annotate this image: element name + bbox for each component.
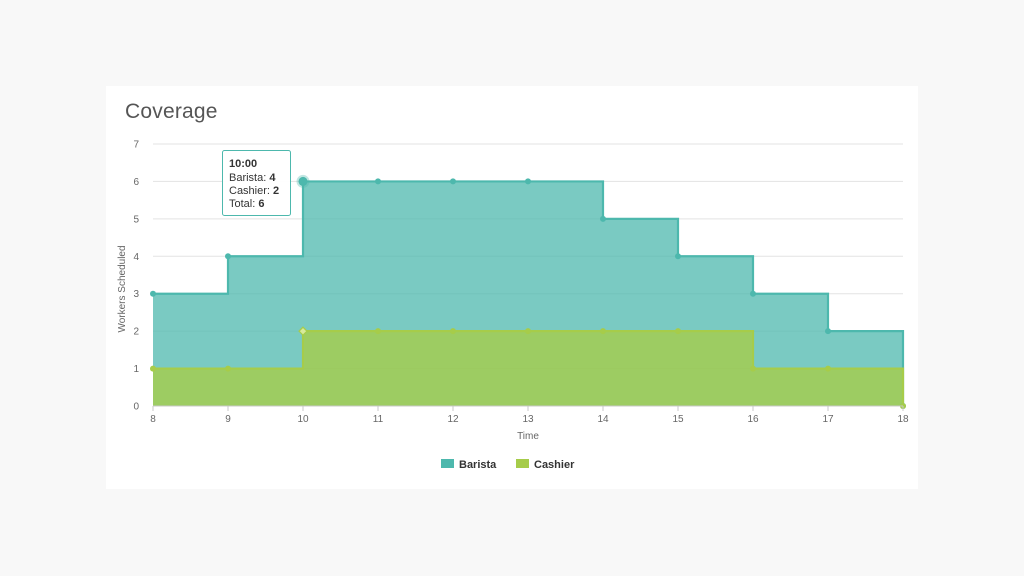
barista-point[interactable] bbox=[825, 328, 831, 335]
cashier-point[interactable] bbox=[675, 328, 681, 335]
y-tick-label: 4 bbox=[133, 252, 139, 263]
cashier-point[interactable] bbox=[600, 328, 606, 335]
tooltip-row-value: 6 bbox=[258, 198, 264, 210]
barista-point[interactable] bbox=[675, 253, 681, 260]
tooltip-row: Cashier: 2 bbox=[229, 185, 279, 197]
y-axis-title: Workers Scheduled bbox=[117, 245, 128, 332]
x-tick-label: 9 bbox=[225, 414, 231, 425]
tooltip-row: Barista: 4 bbox=[229, 172, 276, 184]
barista-point[interactable] bbox=[750, 290, 756, 297]
x-tick-label: 8 bbox=[150, 414, 156, 425]
y-tick-label: 6 bbox=[133, 177, 139, 188]
tooltip-row-label: Barista: bbox=[229, 172, 269, 184]
x-tick-label: 16 bbox=[747, 414, 759, 425]
y-tick-label: 5 bbox=[133, 214, 139, 225]
chart-title: Coverage bbox=[125, 100, 218, 123]
x-tick-label: 10 bbox=[297, 414, 309, 425]
coverage-card: Coverage 0 1 2 3 4 5 6 7 8 9 10 11 12 13 14 15 16 17 18 Tim… bbox=[106, 86, 918, 489]
cashier-line bbox=[153, 330, 905, 406]
barista-point[interactable] bbox=[150, 290, 156, 297]
y-tick-label: 1 bbox=[133, 364, 139, 375]
cashier-point[interactable] bbox=[825, 365, 831, 372]
x-tick-label: 11 bbox=[373, 414, 384, 425]
barista-line bbox=[153, 180, 905, 406]
cashier-legend-label[interactable]: Cashier bbox=[534, 459, 575, 471]
cashier-point[interactable] bbox=[150, 365, 156, 372]
x-tick-label: 13 bbox=[522, 414, 534, 425]
barista-point[interactable] bbox=[525, 178, 531, 185]
cashier-point[interactable] bbox=[450, 328, 456, 335]
tooltip-row-value: 4 bbox=[269, 172, 276, 184]
tooltip-row-label: Total: bbox=[229, 198, 258, 210]
cashier-point[interactable] bbox=[375, 328, 381, 335]
barista-point[interactable] bbox=[375, 178, 381, 185]
series-points bbox=[150, 174, 906, 409]
barista-legend-swatch[interactable] bbox=[441, 459, 454, 468]
y-tick-label: 3 bbox=[133, 289, 139, 300]
barista-point[interactable] bbox=[450, 178, 456, 185]
y-tick-label: 7 bbox=[133, 140, 139, 151]
tooltip-title: 10:00 bbox=[229, 158, 257, 170]
cashier-point[interactable] bbox=[225, 365, 231, 372]
legend: Barista Cashier bbox=[441, 459, 575, 471]
series-areas bbox=[153, 180, 905, 406]
x-axis-title: Time bbox=[517, 431, 539, 442]
x-tick-label: 12 bbox=[447, 414, 459, 425]
x-tick-label: 14 bbox=[597, 414, 609, 425]
tooltip-row-label: Cashier: bbox=[229, 185, 273, 197]
x-tick-label: 18 bbox=[897, 414, 909, 425]
y-tick-label: 2 bbox=[133, 327, 139, 338]
tooltip-row: Total: 6 bbox=[229, 198, 264, 210]
cashier-point[interactable] bbox=[525, 328, 531, 335]
tooltip-box bbox=[222, 150, 291, 216]
cashier-point-hover[interactable] bbox=[298, 326, 308, 336]
y-tick-label: 0 bbox=[133, 402, 139, 413]
barista-point-hover[interactable] bbox=[298, 176, 308, 186]
tooltip-row-value: 2 bbox=[273, 185, 279, 197]
x-tick-label: 17 bbox=[822, 414, 834, 425]
cashier-legend-swatch[interactable] bbox=[516, 459, 529, 468]
barista-point[interactable] bbox=[225, 253, 231, 260]
cashier-area bbox=[153, 331, 903, 406]
barista-point[interactable] bbox=[600, 215, 606, 222]
cashier-point[interactable] bbox=[750, 365, 756, 372]
x-tick-label: 15 bbox=[672, 414, 684, 425]
barista-legend-label[interactable]: Barista bbox=[459, 459, 497, 471]
